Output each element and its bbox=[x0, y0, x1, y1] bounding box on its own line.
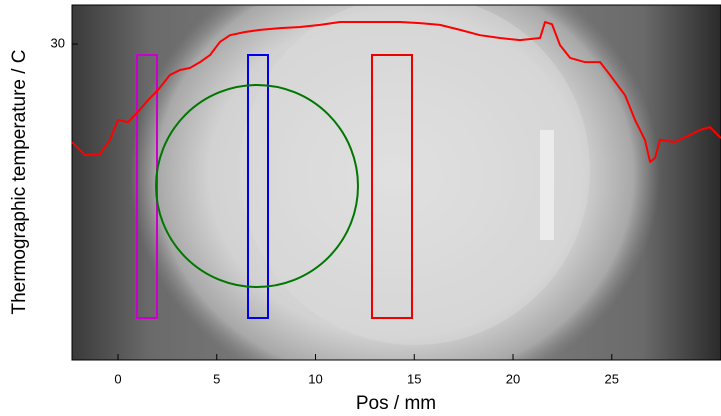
y-axis-title: Thermographic temperature / C bbox=[9, 49, 30, 314]
plot-frame bbox=[71, 4, 721, 361]
thermal-image bbox=[72, 5, 721, 360]
x-axis-title: Pos / mm bbox=[356, 393, 436, 414]
y-tick-label: 30 bbox=[51, 35, 65, 50]
roi-circle bbox=[155, 84, 359, 288]
x-tick-label: 0 bbox=[114, 371, 121, 386]
x-tick-label: 15 bbox=[407, 371, 421, 386]
roi-blue bbox=[247, 54, 269, 319]
x-tick-label: 20 bbox=[506, 371, 520, 386]
roi-red bbox=[371, 54, 413, 319]
temperature-line bbox=[71, 21, 721, 163]
x-tick-label: 25 bbox=[605, 371, 619, 386]
x-tick-label: 5 bbox=[213, 371, 220, 386]
x-tick-label: 10 bbox=[308, 371, 322, 386]
regions bbox=[136, 54, 413, 319]
